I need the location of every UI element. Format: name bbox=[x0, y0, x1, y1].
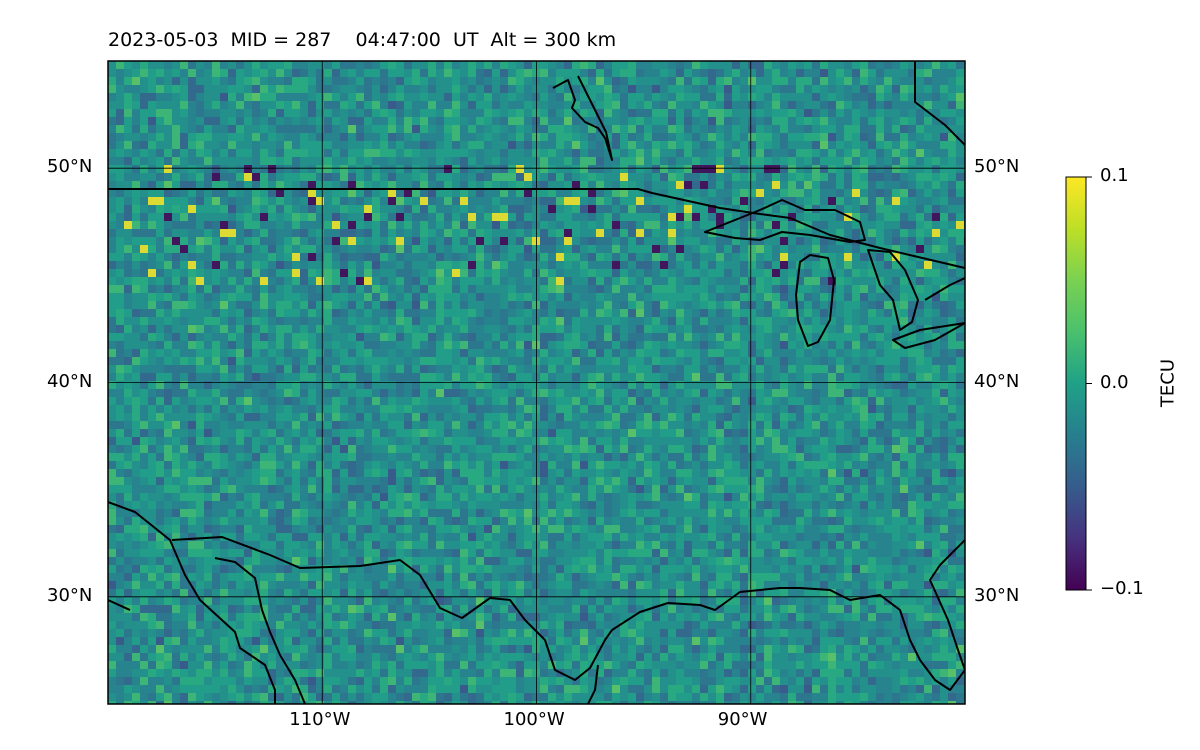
map-title: 2023-05-03 MID = 287 04:47:00 UT Alt = 3… bbox=[108, 29, 617, 51]
colorbar-tick-label: 0.1 bbox=[1100, 165, 1129, 186]
map-frame bbox=[107, 60, 966, 705]
lake-ontario bbox=[924, 277, 965, 301]
lake-huron bbox=[867, 249, 919, 331]
coastlines bbox=[108, 61, 965, 704]
lake-erie bbox=[892, 322, 965, 349]
lat-tick-label-right: 40°N bbox=[974, 370, 1020, 392]
us-canada-border bbox=[108, 188, 761, 215]
lat-tick-label-left: 40°N bbox=[47, 370, 93, 392]
colorbar-title: TECU bbox=[1157, 358, 1179, 408]
lat-tick-label-left: 50°N bbox=[47, 156, 93, 178]
baja-peninsula-west bbox=[214, 557, 306, 704]
lake-superior bbox=[704, 199, 866, 243]
hudson-bay-coast bbox=[552, 75, 613, 161]
lon-tick-label: 110°W bbox=[289, 709, 351, 730]
tec-field bbox=[108, 61, 965, 704]
lake-michigan bbox=[795, 254, 835, 347]
baja-california bbox=[108, 501, 276, 704]
colorbar-tick-label: −0.1 bbox=[1100, 578, 1144, 599]
lon-tick-label: 100°W bbox=[503, 709, 565, 730]
lat-tick-label-left: 30°N bbox=[47, 584, 93, 606]
colorbar-ticks bbox=[1086, 176, 1092, 591]
lon-tick-label: 90°W bbox=[717, 709, 768, 730]
colorbar-tick-label: 0.0 bbox=[1100, 371, 1129, 393]
florida-east-coast bbox=[929, 539, 965, 671]
mexico-west-coast bbox=[108, 599, 131, 611]
great-lakes-border bbox=[759, 213, 965, 269]
colorbar bbox=[1065, 176, 1087, 591]
mexico-gulf-coast bbox=[587, 664, 599, 704]
us-mexico-border bbox=[171, 536, 613, 681]
tec-field-cells bbox=[108, 61, 965, 704]
lat-tick-label-right: 30°N bbox=[974, 584, 1020, 606]
gulf-coast bbox=[611, 587, 965, 691]
northeast-coast bbox=[914, 61, 965, 146]
gridlines bbox=[108, 61, 965, 704]
lat-tick-label-right: 50°N bbox=[974, 156, 1020, 178]
